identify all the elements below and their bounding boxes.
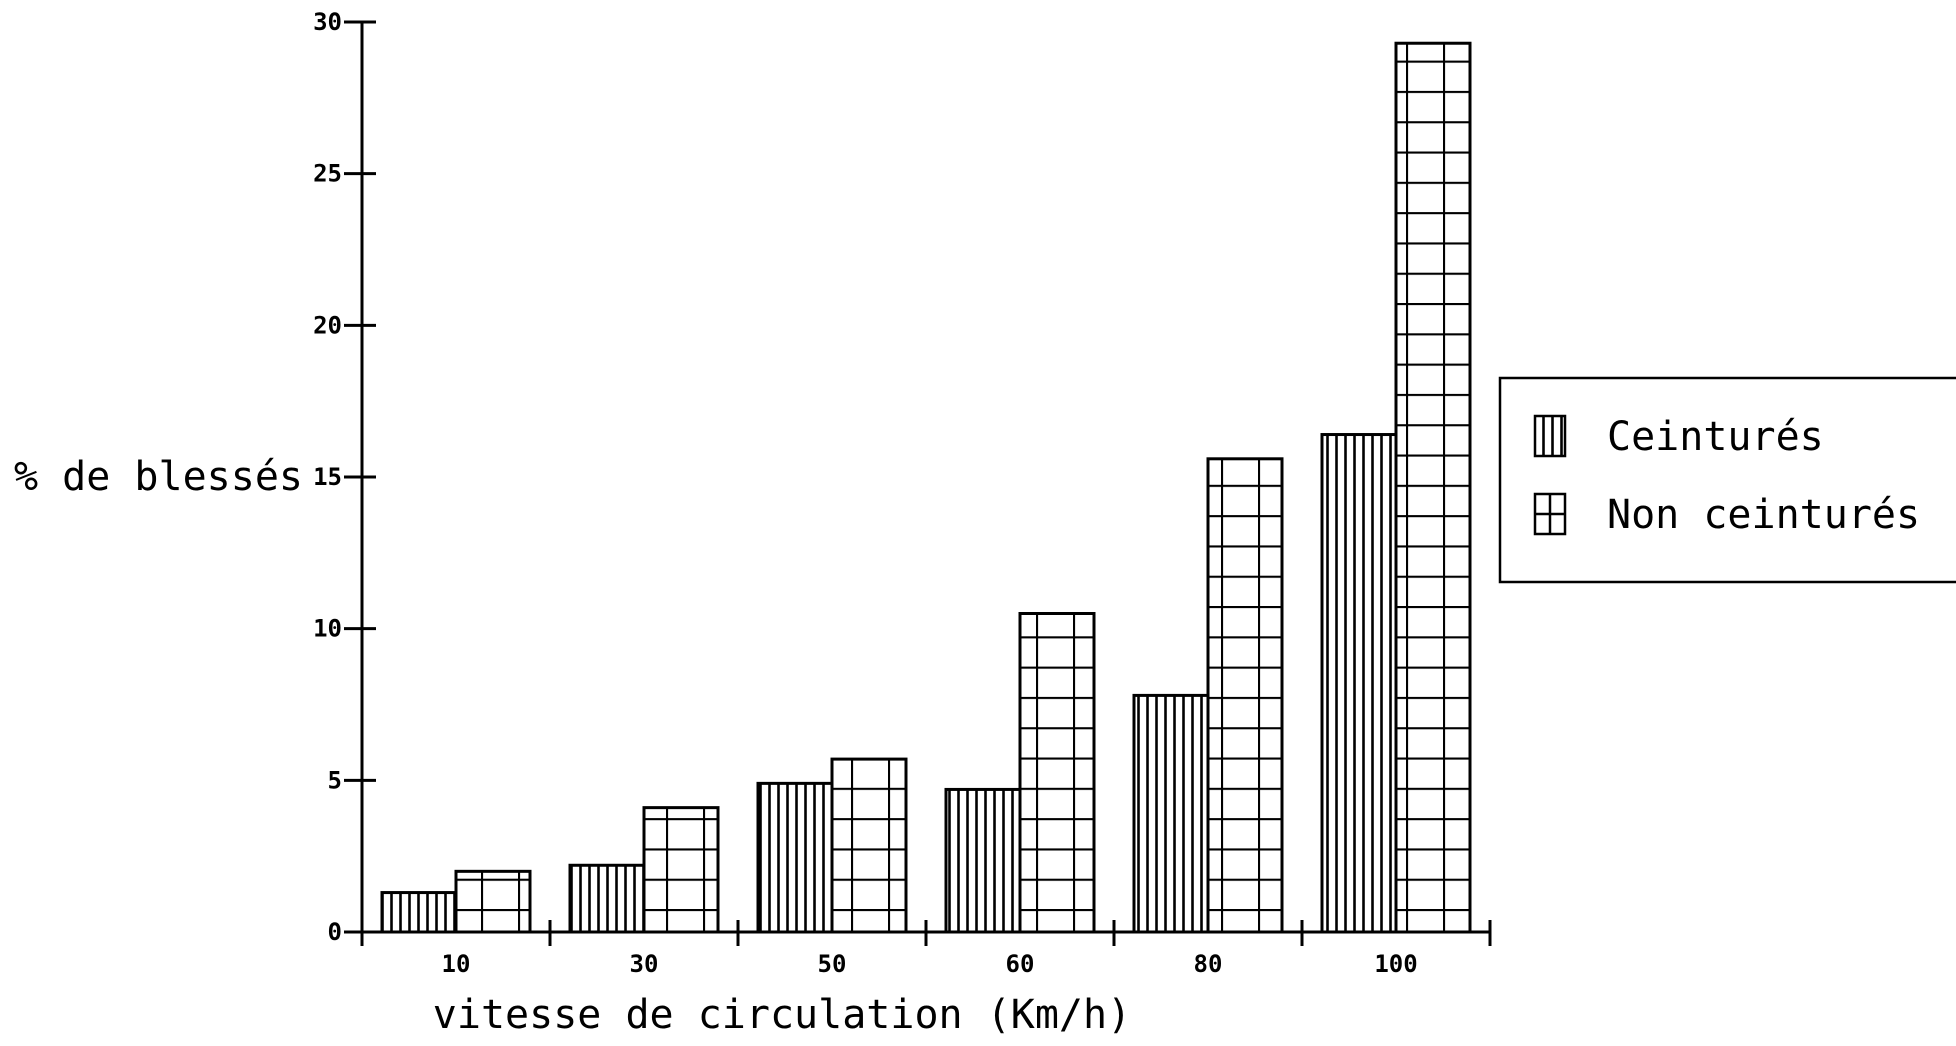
y-tick-label: 20 <box>313 311 342 339</box>
y-tick-label: 30 <box>313 8 342 36</box>
x-tick-label: 30 <box>630 950 659 978</box>
x-tick-label: 10 <box>442 950 471 978</box>
x-tick-label: 50 <box>818 950 847 978</box>
bar-non-ceintures-50 <box>832 759 906 932</box>
legend-swatch-non-ceintures <box>1535 494 1565 534</box>
y-tick-label: 5 <box>328 766 342 794</box>
y-axis-title: % de blessés <box>14 454 303 500</box>
bar-non-ceintures-60 <box>1020 614 1094 933</box>
y-tick-label: 25 <box>313 160 342 188</box>
y-tick-label: 0 <box>328 918 342 946</box>
bar-ceintures-10 <box>382 893 456 932</box>
bar-ceintures-30 <box>570 865 644 932</box>
x-tick-label: 80 <box>1194 950 1223 978</box>
x-tick-label: 100 <box>1374 950 1417 978</box>
legend-box <box>1500 378 1956 582</box>
y-tick-label: 15 <box>313 463 342 491</box>
bar-ceintures-80 <box>1134 695 1208 932</box>
legend-label-non-ceintures: Non ceinturés <box>1607 492 1920 538</box>
x-tick-label: 60 <box>1006 950 1035 978</box>
x-axis-title: vitesse de circulation (Km/h) <box>433 992 1131 1038</box>
bar-non-ceintures-80 <box>1208 459 1282 932</box>
bar-non-ceintures-30 <box>644 808 718 932</box>
bar-ceintures-50 <box>758 783 832 932</box>
bar-non-ceintures-100 <box>1396 43 1470 932</box>
y-axis: 0 5 10 15 20 25 30 <box>313 8 376 946</box>
bar-ceintures-60 <box>946 789 1020 932</box>
legend-label-ceintures: Ceinturés <box>1607 414 1824 460</box>
y-tick-label: 10 <box>313 615 342 643</box>
bar-ceintures-100 <box>1322 435 1396 932</box>
legend-swatch-ceintures <box>1535 416 1565 456</box>
bar-non-ceintures-10 <box>456 871 530 932</box>
bars-group <box>382 43 1470 932</box>
legend: Ceinturés Non ceinturés <box>1500 378 1956 582</box>
